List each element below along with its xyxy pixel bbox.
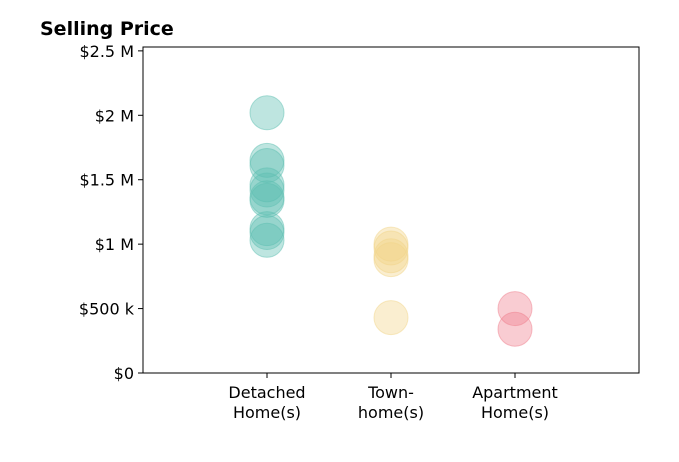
y-tick-label: $1 M	[95, 235, 134, 254]
dot	[249, 148, 285, 184]
dot	[497, 311, 533, 347]
dot	[373, 300, 409, 336]
dot	[249, 167, 285, 203]
x-tick-label-line: Apartment	[472, 383, 558, 402]
y-tick-label: $0	[114, 364, 134, 383]
dot	[249, 95, 285, 131]
dot	[249, 182, 285, 218]
chart-title: Selling Price	[40, 18, 174, 40]
x-tick-label: Apartment Home(s)	[472, 383, 558, 422]
dot	[249, 215, 285, 251]
y-tick-label: $2.5 M	[79, 42, 134, 61]
dot	[373, 230, 409, 266]
dot	[249, 222, 285, 258]
y-tick-label: $500 k	[79, 300, 135, 319]
x-tick-label-line: home(s)	[358, 403, 424, 422]
y-tick-label: $1.5 M	[79, 171, 134, 190]
x-tick-label-line: Town-	[367, 383, 414, 402]
dot	[373, 242, 409, 278]
dot	[249, 142, 285, 178]
x-tick-label: Town-home(s)	[358, 383, 424, 422]
y-tick-label: $2 M	[95, 106, 134, 125]
x-tick-label-line: Home(s)	[233, 403, 301, 422]
dot	[497, 291, 533, 327]
x-tick-label-line: Home(s)	[481, 403, 549, 422]
x-tick-label-line: Detached	[228, 383, 305, 402]
dot	[249, 172, 285, 208]
x-tick-label: Detached Home(s)	[228, 383, 305, 422]
